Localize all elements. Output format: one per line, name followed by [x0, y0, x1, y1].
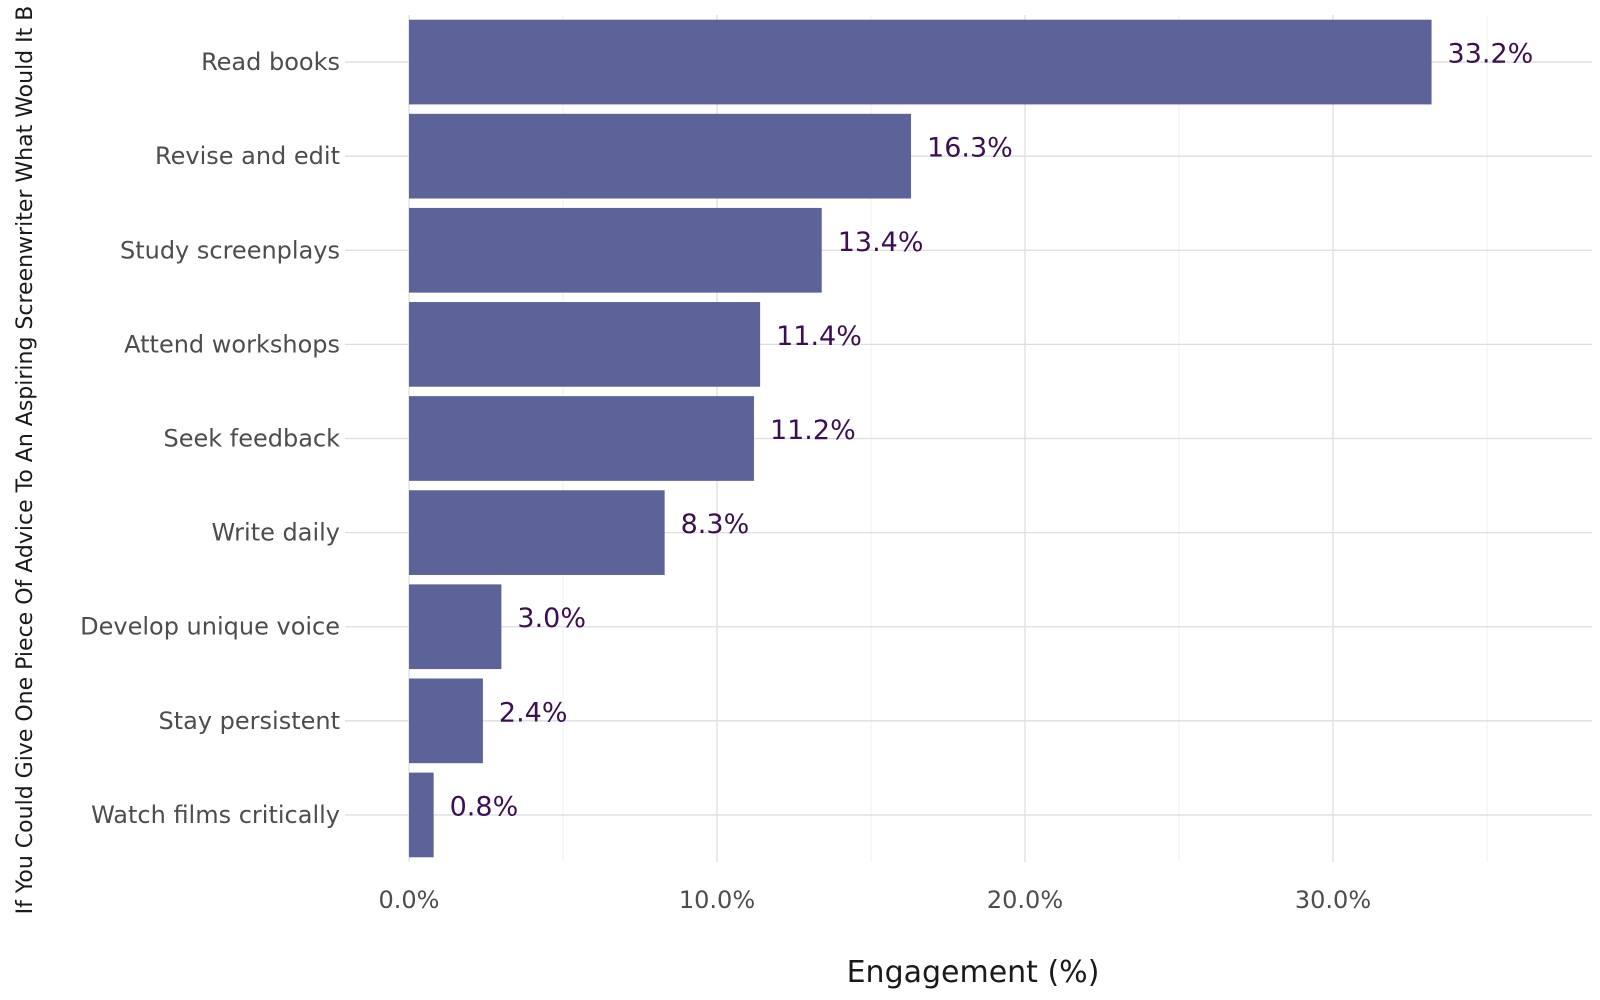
data-label: 0.8% [450, 791, 519, 822]
category-label: Watch films critically [91, 801, 340, 829]
bar [409, 396, 754, 481]
x-tick-label: 20.0% [987, 886, 1063, 914]
category-label: Write daily [212, 519, 340, 547]
bars [409, 19, 1432, 858]
data-label: 3.0% [517, 603, 586, 634]
category-label: Develop unique voice [80, 613, 340, 641]
bar [409, 584, 502, 670]
x-tick-labels: 0.0% 10.0% 20.0% 30.0% [379, 886, 1372, 914]
x-axis-title: Engagement (%) [847, 955, 1100, 990]
data-labels: 33.2% 16.3% 13.4% 11.4% 11.2% 8.3% 3.0% 2.4% 0.8… [450, 39, 1534, 823]
bar [409, 302, 761, 387]
data-label: 11.4% [776, 321, 862, 352]
data-label: 13.4% [838, 227, 924, 258]
bar [409, 490, 665, 575]
category-label: Seek feedback [163, 425, 340, 453]
category-label: Attend workshops [124, 330, 340, 358]
bar [409, 772, 434, 858]
x-tick-label: 30.0% [1295, 886, 1371, 914]
bar [409, 678, 483, 764]
x-tick-label: 10.0% [679, 886, 755, 914]
bar [409, 207, 822, 293]
bar [409, 19, 1432, 105]
y-axis-title: If You Could Give One Piece Of Advice To… [13, 6, 38, 915]
data-label: 11.2% [770, 415, 856, 446]
x-tick-label: 0.0% [379, 886, 440, 914]
data-label: 33.2% [1448, 39, 1534, 70]
category-label: Read books [201, 48, 340, 76]
data-label: 8.3% [681, 509, 750, 540]
data-label: 2.4% [499, 697, 568, 728]
category-labels: Read books Revise and edit Study screenpla… [80, 48, 340, 829]
bar [409, 113, 912, 199]
category-label: Study screenplays [120, 236, 340, 264]
category-label: Revise and edit [155, 142, 340, 170]
category-label: Stay persistent [158, 707, 340, 735]
data-label: 16.3% [927, 133, 1013, 164]
